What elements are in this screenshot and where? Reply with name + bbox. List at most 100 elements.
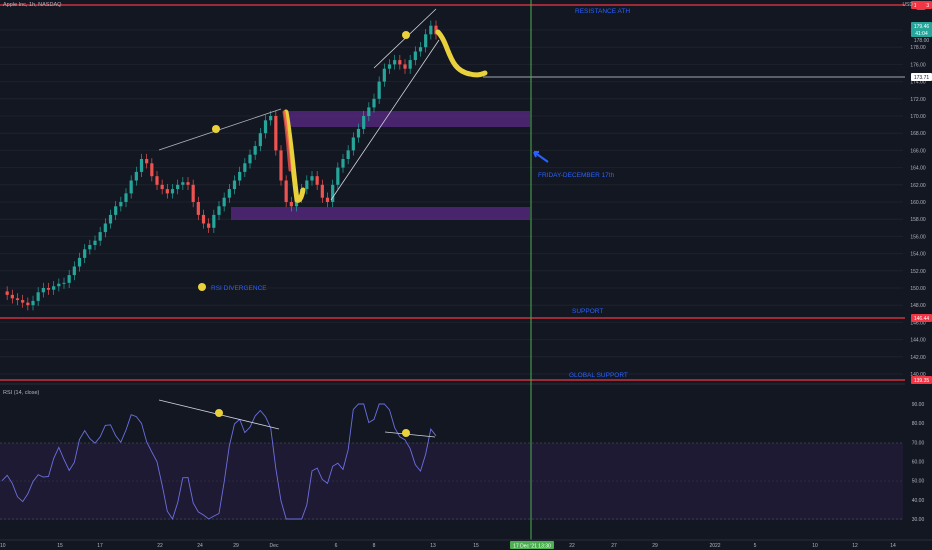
candle-body xyxy=(21,300,25,303)
time-axis-bg xyxy=(0,540,932,550)
price-tick-label: 144.00 xyxy=(910,338,926,344)
candle-body xyxy=(424,34,428,48)
candle-body xyxy=(57,283,61,287)
candle-body xyxy=(269,116,273,121)
projection-curve xyxy=(435,29,488,78)
candle-body xyxy=(263,120,268,134)
candle-body xyxy=(367,107,371,116)
candle-body xyxy=(72,266,76,276)
price-tick-label: 142.00 xyxy=(910,355,926,361)
time-axis[interactable]: 101517222429Dec6813152022272920225101214 xyxy=(0,543,896,549)
candle-body xyxy=(248,154,252,164)
candle-body xyxy=(331,184,335,202)
time-tick-label: 2022 xyxy=(709,543,720,549)
price-axis[interactable]: 140.00 142.00 144.00 146.00 148.00 150.00 152.… xyxy=(910,28,926,378)
candle-body xyxy=(186,182,190,185)
candle-body xyxy=(289,202,293,207)
candle-body xyxy=(243,163,247,172)
time-tick-label: 12 xyxy=(852,543,858,549)
global-support-tag xyxy=(911,376,932,384)
top-marker-price xyxy=(402,31,410,39)
channel-lower-trendline[interactable] xyxy=(330,39,440,201)
candle-body xyxy=(274,116,278,151)
price-tick-label: 150.00 xyxy=(910,286,926,292)
candle-body xyxy=(139,159,144,172)
date-tag-text: 17 Dec '21 13:30 xyxy=(513,544,551,550)
divergence-marker-rsi xyxy=(215,409,223,417)
candle-body xyxy=(46,288,51,290)
price-tick-label: 148.00 xyxy=(910,303,926,309)
candle-body xyxy=(413,51,417,61)
time-tick-label: 27 xyxy=(611,543,617,549)
candle-body xyxy=(284,180,288,202)
annotation-global-support: GLOBAL SUPPORT xyxy=(569,372,628,379)
candle-body xyxy=(408,60,412,69)
price-tick-label: 140.00 xyxy=(910,372,926,378)
time-tick-label: 17 xyxy=(97,543,103,549)
candle-body xyxy=(129,180,133,194)
rsi-line xyxy=(1,403,437,521)
candle-body xyxy=(217,206,221,215)
time-tick-label: 15 xyxy=(57,543,63,549)
candle-body xyxy=(362,116,366,129)
candle-body xyxy=(160,184,164,190)
currency-label: USD xyxy=(902,2,913,8)
rsi-top-line[interactable] xyxy=(384,431,436,438)
candle-body xyxy=(315,176,319,185)
price-tick-label: 178.00 xyxy=(910,45,926,51)
candle-body xyxy=(176,184,180,190)
time-tick-label: 24 xyxy=(197,543,203,549)
candle-body xyxy=(207,223,211,228)
global-support-tag-text: 139.35 xyxy=(914,378,930,384)
time-tick-label: 8 xyxy=(373,543,376,549)
candle-body xyxy=(41,288,45,293)
support-tag xyxy=(911,314,932,322)
candle-body xyxy=(196,202,200,215)
price-tick-label: 174.00 xyxy=(910,80,926,86)
candle-body xyxy=(103,223,107,233)
candle-body xyxy=(150,163,154,177)
candle-body xyxy=(108,214,113,224)
price-tick-label: 172.00 xyxy=(910,97,926,103)
candle-body xyxy=(418,47,423,52)
time-tick-label: 29 xyxy=(652,543,658,549)
candle-body xyxy=(98,232,102,241)
time-tick-label: 29 xyxy=(233,543,239,549)
demand-zone xyxy=(231,207,530,220)
drop-highlight xyxy=(283,109,306,203)
candle-body xyxy=(201,214,206,224)
time-tick-label: Dec xyxy=(270,543,279,549)
candle-body xyxy=(372,98,376,108)
divergence-trendline[interactable] xyxy=(158,108,282,151)
candle-body xyxy=(165,189,169,194)
target-tag-text: 173.71 xyxy=(914,75,930,81)
candle-body xyxy=(387,64,392,69)
time-tick-label: 10 xyxy=(812,543,818,549)
rsi-band xyxy=(0,443,903,520)
current-price-tag xyxy=(911,22,932,37)
rsi-axis[interactable]: 30.00 40.00 50.00 60.00 70.00 80.00 90.00 xyxy=(912,402,925,523)
candle-body xyxy=(114,206,118,215)
candle-body xyxy=(393,60,397,65)
candle-body xyxy=(119,202,123,207)
price-tick-label: 168.00 xyxy=(910,131,926,137)
candle-body xyxy=(181,182,185,185)
price-tick-label: 146.00 xyxy=(910,320,926,326)
price-tick-label: 176.00 xyxy=(910,62,926,68)
annotation-support: SUPPORT xyxy=(572,308,603,315)
currency-badge[interactable] xyxy=(916,3,926,10)
candle-body xyxy=(134,171,138,181)
rsi-tick-label: 70.00 xyxy=(912,440,925,446)
time-tick-label: 22 xyxy=(569,543,575,549)
price-axis-bg xyxy=(905,0,932,540)
rsi-tick-label: 90.00 xyxy=(912,402,925,408)
rsi-tick-label: 40.00 xyxy=(912,498,925,504)
candle-body xyxy=(238,171,242,181)
support-tag-text: 146.44 xyxy=(914,316,930,322)
target-tag xyxy=(911,73,932,81)
time-tick-label: 22 xyxy=(157,543,163,549)
rsi-tick-label: 30.00 xyxy=(912,517,925,523)
candle-body xyxy=(145,159,149,164)
price-tick-label: 154.00 xyxy=(910,252,926,258)
